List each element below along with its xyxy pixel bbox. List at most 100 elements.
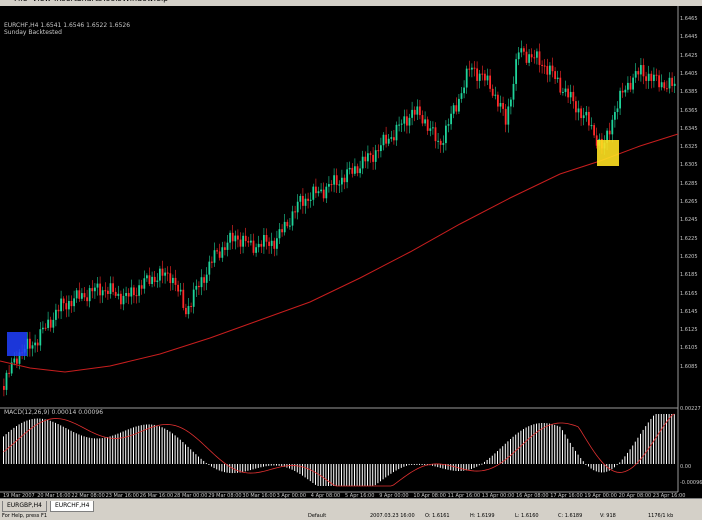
macd-bar [421,464,423,465]
macd-bar [577,454,579,464]
macd-bar [78,434,80,464]
candle [307,198,309,201]
candle [8,372,10,374]
candle [174,277,177,285]
macd-bar [135,426,137,464]
time-tick-label: 23 Mar 16:00 [105,493,139,499]
menu-item-view[interactable]: View [32,0,51,3]
time-tick-label: 20 Mar 16:00 [37,493,71,499]
candle [164,272,166,276]
macd-bar [18,424,20,464]
macd-bar [486,459,488,464]
candle [434,127,437,142]
macd-bar [536,423,537,464]
macd-bar [276,464,277,466]
macd-bar [156,425,158,464]
candle [593,125,595,136]
macd-bar [343,464,345,486]
macd-bar [151,424,153,464]
status-datetime: 2007.03.23 16:00 [370,513,415,519]
candle [499,102,502,107]
candle [250,240,252,243]
candle [559,77,562,93]
macd-bar [640,433,641,464]
menu-item-charts[interactable]: Charts [76,0,102,3]
candle [273,240,276,249]
candle [660,82,663,88]
chart-window[interactable]: EURCHF,H4 1.6541 1.6546 1.6522 1.6526 Su… [0,6,702,499]
time-tick-label: 11 Apr 16:00 [447,493,481,499]
candle [382,134,385,146]
candle [497,94,499,107]
macd-bar [471,464,472,469]
symbol-line: EURCHF,H4 1.6541 1.6546 1.6522 1.6526 [4,22,131,29]
candle [645,76,647,81]
candle [138,285,140,296]
menu-item-tools[interactable]: Tools [102,0,122,3]
macd-bar [205,462,207,464]
tab-eurchf[interactable]: EURCHF,H4 [50,501,95,512]
candle [65,303,68,310]
macd-bar [263,464,264,467]
candle [616,108,619,113]
candle [507,106,510,125]
candle [94,287,96,292]
candle [515,59,517,84]
price-tick-label: 1.6285 [680,180,698,187]
macd-bar [174,435,176,464]
macd-bar [65,428,67,464]
menu-item-window[interactable]: Window [122,0,154,3]
candle [567,88,569,98]
macd-bar [619,462,621,464]
time-tick-label: 30 Mar 16:00 [242,493,276,499]
candle [437,140,439,142]
menu-item-help[interactable]: Help [150,0,168,3]
macd-bar [359,464,361,486]
candle [114,291,117,296]
macd-bar [211,464,212,467]
candle [478,73,481,81]
macd-bar [494,453,496,464]
candle [419,106,421,116]
macd-bar [572,446,574,464]
candle [99,283,101,296]
macd-bar [307,464,309,480]
time-tick-label: 9 Apr 00:00 [379,493,409,499]
candle [650,73,653,81]
menu-item-file[interactable]: File [14,0,27,3]
macd-bar [273,464,275,466]
menu-item-insert[interactable]: Insert [54,0,77,3]
candle [172,277,174,284]
candle [569,91,572,98]
candle [429,128,432,131]
macd-bar [653,415,654,464]
macd-bar [177,437,179,464]
macd-bar [603,464,605,473]
macd-bar [369,464,371,486]
macd-bar [252,464,254,470]
candle [101,290,104,296]
macd-bar [632,445,634,464]
macd-bar [133,427,134,464]
macd-bar [312,464,314,483]
candle [634,71,637,78]
candle [640,65,642,75]
candle [244,235,247,242]
price-tick-label: 1.6425 [680,52,698,59]
candle [296,201,299,213]
chart-canvas[interactable] [0,6,702,498]
macd-bar [182,442,184,464]
macd-bar [268,464,270,466]
moving-average-line [0,133,679,373]
macd-bar [3,436,4,464]
price-tick-label: 1.6445 [680,34,698,41]
candle [31,345,34,349]
macd-bar [533,424,535,464]
macd-bar [463,464,465,471]
candle [309,199,312,201]
price-tick-label: 1.6325 [680,144,698,151]
macd-bar [400,464,402,468]
tab-eurgbp[interactable]: EURGBP,H4 [2,501,47,512]
macd-bar [122,431,124,464]
macd-bar [525,427,527,464]
